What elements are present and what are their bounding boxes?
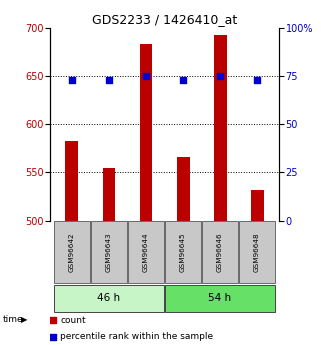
Text: count: count: [60, 316, 86, 325]
Point: [107, 77, 112, 82]
Bar: [102, 168, 116, 220]
Point: [180, 77, 186, 82]
FancyBboxPatch shape: [128, 221, 164, 283]
Bar: [65, 141, 78, 220]
Text: GSM96642: GSM96642: [69, 232, 75, 272]
FancyBboxPatch shape: [165, 221, 201, 283]
FancyBboxPatch shape: [54, 221, 90, 283]
Point: [217, 73, 222, 79]
Title: GDS2233 / 1426410_at: GDS2233 / 1426410_at: [92, 13, 237, 27]
Text: GSM96646: GSM96646: [217, 232, 223, 272]
Text: GSM96648: GSM96648: [254, 232, 260, 272]
FancyBboxPatch shape: [202, 221, 238, 283]
Text: GSM96643: GSM96643: [106, 232, 112, 272]
Text: percentile rank within the sample: percentile rank within the sample: [60, 332, 213, 341]
Text: 54 h: 54 h: [208, 293, 232, 303]
Bar: [177, 157, 189, 220]
Text: GSM96644: GSM96644: [143, 232, 149, 272]
Point: [51, 334, 56, 339]
Text: time: time: [3, 315, 24, 324]
FancyBboxPatch shape: [54, 285, 164, 312]
Point: [51, 317, 56, 323]
Text: 46 h: 46 h: [97, 293, 121, 303]
Bar: [251, 190, 264, 220]
FancyBboxPatch shape: [91, 221, 127, 283]
Point: [255, 77, 260, 82]
Point: [143, 73, 149, 79]
Text: ▶: ▶: [21, 315, 27, 324]
FancyBboxPatch shape: [239, 221, 275, 283]
Bar: [213, 35, 227, 220]
FancyBboxPatch shape: [165, 285, 275, 312]
Point: [69, 77, 74, 82]
Text: GSM96645: GSM96645: [180, 232, 186, 272]
Bar: [140, 44, 152, 220]
